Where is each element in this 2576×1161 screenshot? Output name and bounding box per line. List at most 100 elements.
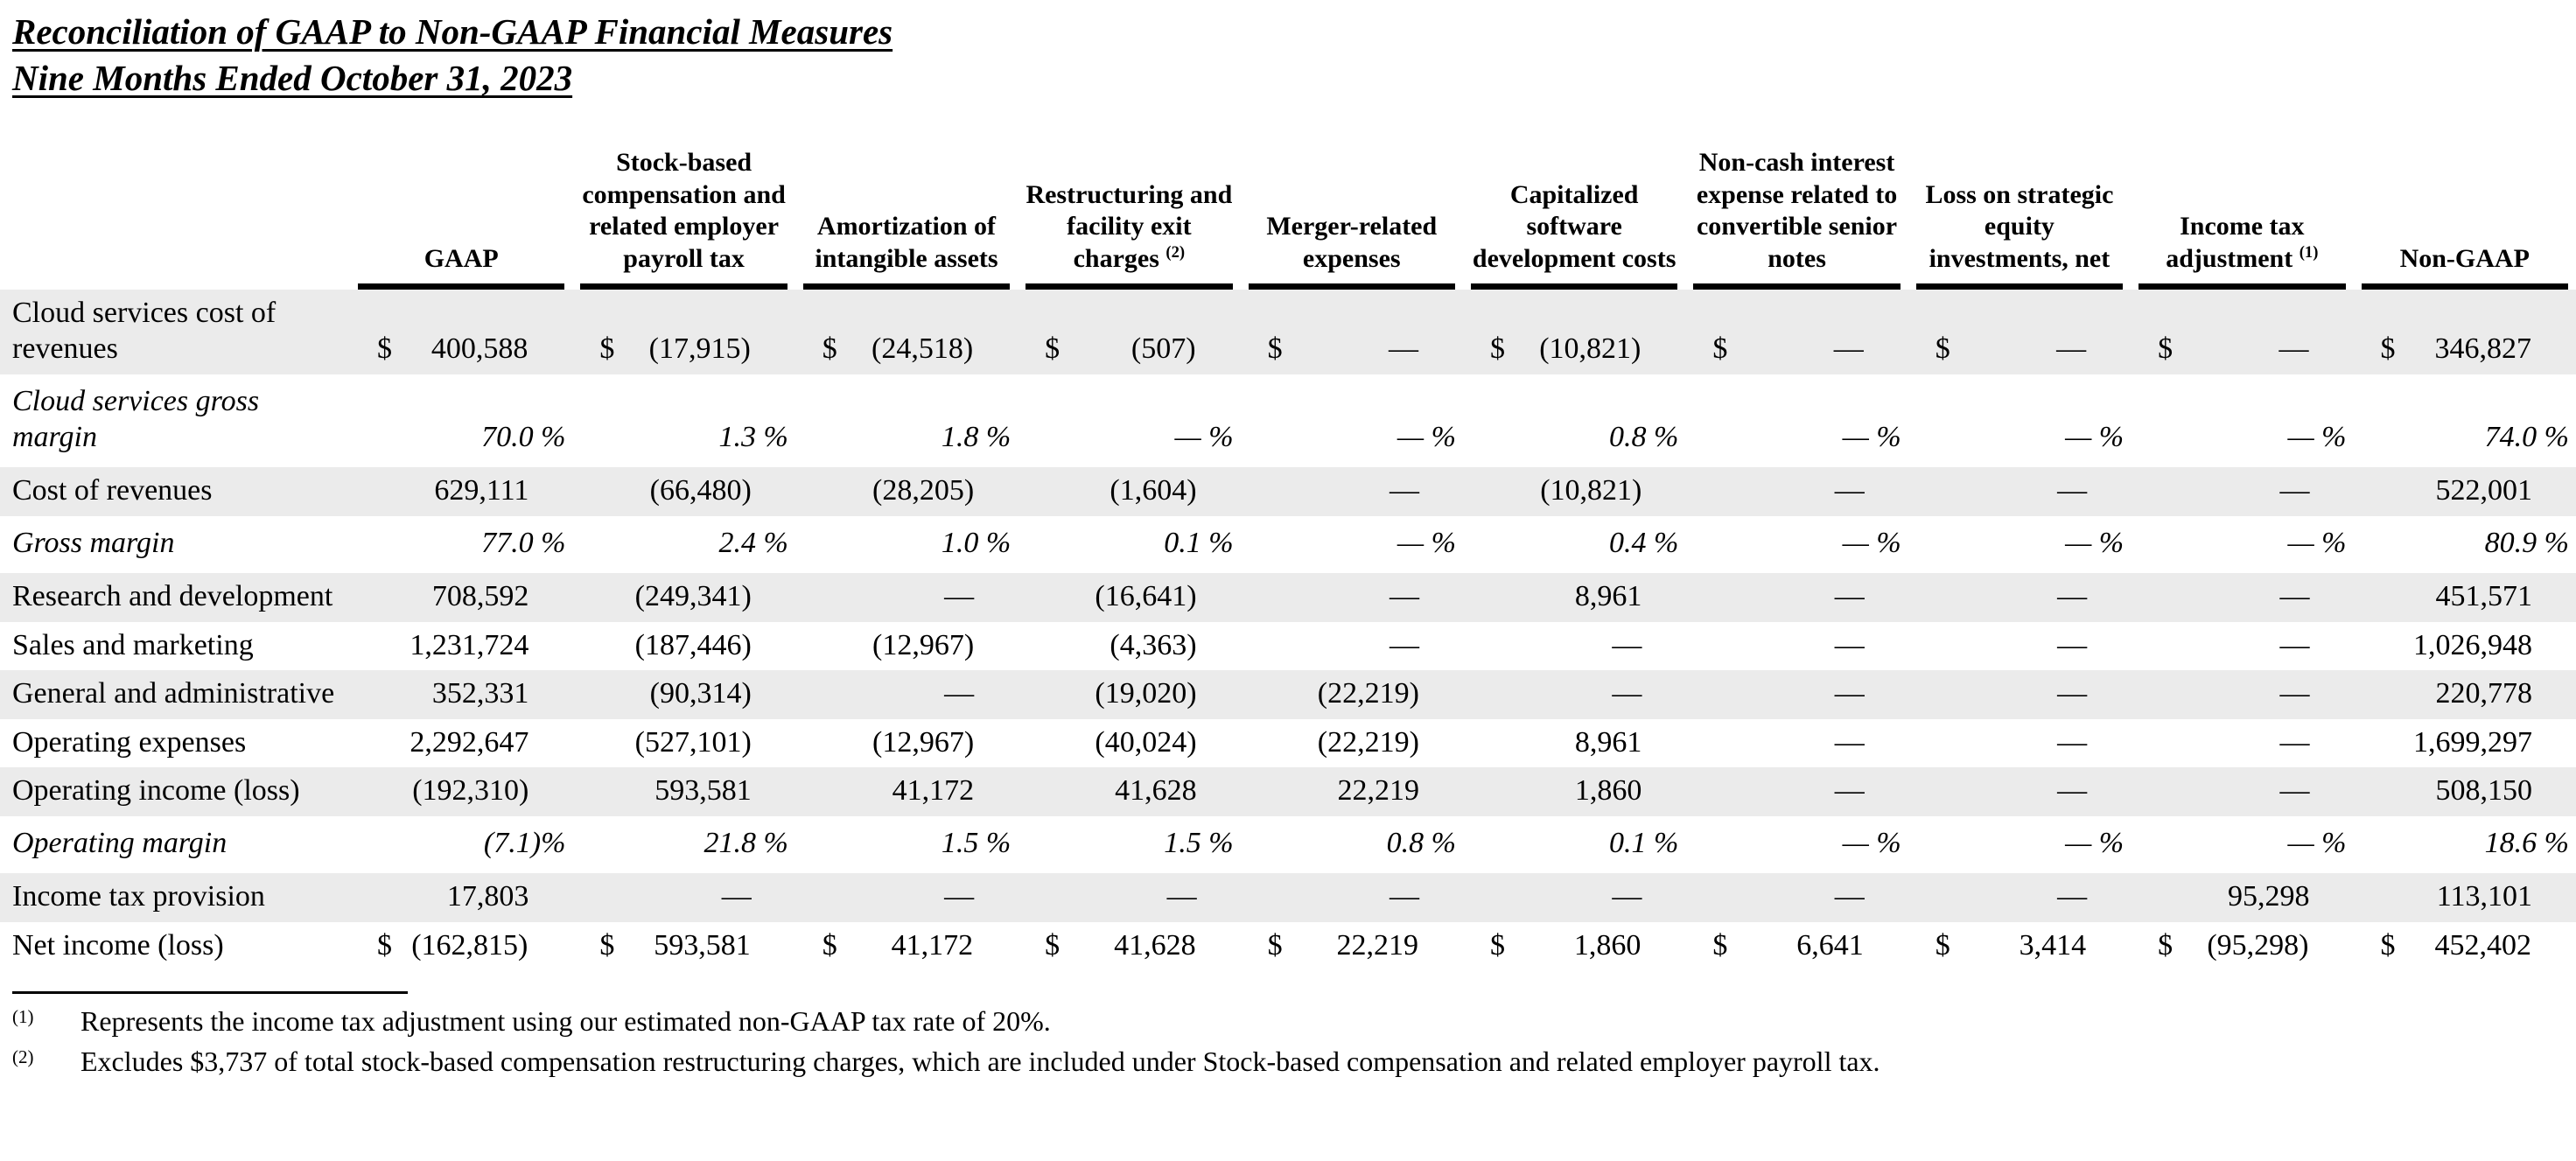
cell-value: (507): [1130, 332, 1196, 366]
data-cell: 18.6 %: [2354, 816, 2576, 873]
row-label: Cloud services cost of revenues: [12, 296, 276, 366]
data-cell: (527,101): [572, 719, 794, 767]
data-cell: —: [1908, 670, 2131, 718]
column-header-label: Stock-based compensation and related emp…: [582, 148, 786, 273]
dollar-sign: $: [2380, 928, 2396, 962]
cell-value: 1,860: [1574, 774, 1642, 808]
cell-value: (10,821): [1540, 474, 1642, 507]
cell-value: —: [2279, 774, 2310, 808]
data-cell: 522,001: [2354, 467, 2576, 515]
dollar-sign: $: [1489, 332, 1505, 366]
data-cell: — %: [2131, 374, 2353, 468]
column-header-label: Merger-related expenses: [1266, 212, 1438, 273]
cell-value: — %: [2287, 421, 2347, 453]
cell-value: 1,231,724: [410, 628, 529, 661]
data-cell: —: [795, 573, 1018, 621]
data-cell: 1,699,297: [2354, 719, 2576, 767]
cell-value: —: [1612, 677, 1642, 710]
dollar-sign: $: [1935, 332, 1950, 366]
table-row: Income tax provision 17,803 — — — — — — — 95,298 1…: [0, 873, 2576, 922]
column-header-7: Non-cash interest expense related to con…: [1685, 116, 1908, 290]
cell-value: 593,581: [654, 928, 751, 962]
table-row: Gross margin 77.0 % 2.4 % 1.0 % 0.1 % — % 0.4 …: [0, 516, 2576, 573]
column-header-underline: [1470, 283, 1678, 290]
cell-wrap: $ (24,518): [796, 331, 1017, 367]
data-cell: —: [1685, 873, 1908, 921]
data-cell: 70.0 %: [350, 374, 572, 468]
cell-value: —: [1389, 474, 1419, 507]
column-header-underline: [1248, 283, 1455, 290]
column-header-wrap: Non-GAAP: [2361, 116, 2568, 290]
column-header-underline: [580, 283, 788, 290]
column-header-label: Non-cash interest expense related to con…: [1696, 148, 1898, 273]
data-cell: (4,363): [1018, 622, 1240, 670]
cell-value: 21.8 %: [704, 826, 788, 859]
data-cell: $1,860: [1463, 922, 1685, 970]
column-header-underline: [1693, 283, 1900, 290]
data-cell: (249,341): [572, 573, 794, 621]
column-header-underline: [358, 283, 565, 290]
data-cell: — %: [1685, 816, 1908, 873]
cell-value: 77.0 %: [481, 526, 566, 559]
gaap-reconciliation-table: GAAP Stock-based compensation and related…: [0, 116, 2576, 971]
cell-value: — %: [2287, 526, 2347, 559]
cell-value: 2,292,647: [410, 725, 529, 759]
cell-value: —: [1834, 628, 1865, 661]
cell-value: (24,518): [872, 332, 974, 366]
data-cell: (7.1)%: [350, 816, 572, 873]
cell-wrap: $ (507): [1018, 331, 1239, 367]
cell-value: —: [2279, 677, 2310, 710]
data-cell: $ (10,821): [1463, 290, 1685, 374]
row-label: General and administrative: [12, 677, 335, 710]
cell-value: —: [1612, 628, 1642, 661]
cell-value: — %: [1174, 421, 1234, 453]
cell-value: —: [1834, 725, 1865, 759]
data-cell: 2.4 %: [572, 516, 794, 573]
data-cell: $ —: [1685, 290, 1908, 374]
data-cell: 1,231,724: [350, 622, 572, 670]
cell-value: —: [721, 880, 752, 913]
data-cell: $ —: [2131, 290, 2353, 374]
row-label: Research and development: [12, 580, 333, 613]
data-cell: 8,961: [1463, 573, 1685, 621]
data-cell: — %: [1685, 516, 1908, 573]
cell-value: — %: [2065, 421, 2124, 453]
cell-value: — %: [1842, 526, 1901, 559]
dollar-sign: $: [2380, 332, 2396, 366]
cell-value: 22,219: [1337, 774, 1419, 808]
row-label-column-header: [0, 116, 350, 290]
column-header-footnote-ref: (1): [2299, 243, 2319, 262]
title-block: Reconciliation of GAAP to Non-GAAP Finan…: [12, 9, 2576, 102]
cell-value: 220,778: [2435, 677, 2533, 710]
cell-value: —: [1388, 332, 1418, 366]
data-cell: 17,803: [350, 873, 572, 921]
cell-value: (12,967): [872, 725, 975, 759]
column-header-wrap: GAAP: [358, 116, 565, 290]
cell-wrap: $ (162,815): [351, 927, 571, 963]
data-cell: (28,205): [795, 467, 1018, 515]
cell-value: 1,699,297: [2413, 725, 2532, 759]
cell-value: 508,150: [2435, 774, 2533, 808]
cell-value: —: [1389, 880, 1419, 913]
cell-value: —: [2057, 774, 2088, 808]
data-cell: 0.1 %: [1463, 816, 1685, 873]
cell-value: 629,111: [434, 474, 529, 507]
data-cell: 95,298: [2131, 873, 2353, 921]
data-cell: 0.1 %: [1018, 516, 1240, 573]
page-title-line1: Reconciliation of GAAP to Non-GAAP Finan…: [12, 11, 893, 52]
cell-value: 1.5 %: [1164, 826, 1234, 859]
column-header-underline: [2361, 283, 2568, 290]
cell-wrap: $ (17,915): [573, 331, 794, 367]
table-row: Cost of revenues 629,111 (66,480) (28,205) (…: [0, 467, 2576, 516]
data-cell: 1.5 %: [795, 816, 1018, 873]
cell-wrap: $41,172: [796, 927, 1017, 963]
cell-value: — %: [2065, 826, 2124, 859]
data-cell: 1.3 %: [572, 374, 794, 468]
cell-value: 1.5 %: [941, 826, 1012, 859]
cell-value: (40,024): [1095, 725, 1197, 759]
row-label: Gross margin: [12, 526, 175, 559]
cell-wrap: $3,414: [1909, 927, 2130, 963]
footnote-2: (2) Excludes $3,737 of total stock-based…: [12, 1043, 2576, 1080]
cell-value: 708,592: [431, 580, 529, 613]
data-cell: 1,860: [1463, 767, 1685, 815]
